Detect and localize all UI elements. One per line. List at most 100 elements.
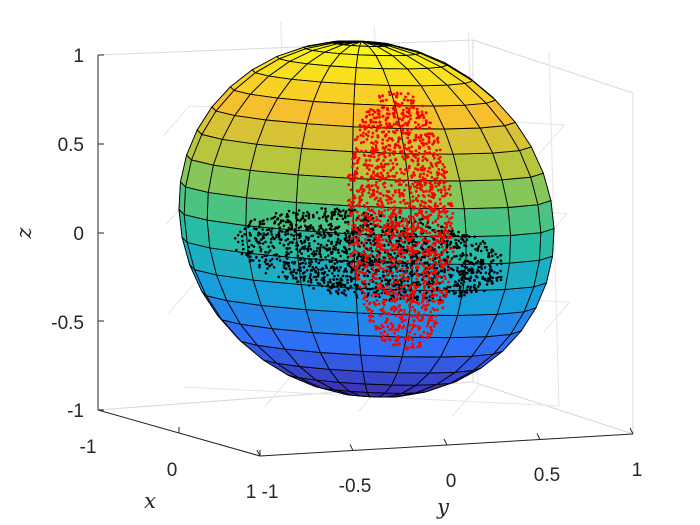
- red-point: [422, 190, 426, 194]
- red-point: [388, 122, 391, 126]
- red-point: [400, 247, 403, 251]
- red-point: [427, 145, 431, 149]
- black-point: [334, 243, 338, 246]
- red-point: [429, 171, 433, 175]
- black-point: [303, 259, 306, 262]
- black-point: [301, 256, 305, 260]
- red-point: [367, 168, 371, 172]
- red-point: [377, 210, 381, 213]
- red-point: [374, 327, 378, 331]
- red-point: [417, 311, 421, 314]
- red-point: [419, 114, 423, 118]
- black-point: [312, 254, 316, 258]
- red-point: [388, 153, 392, 157]
- black-point: [268, 264, 271, 268]
- red-point: [410, 145, 414, 149]
- red-point: [369, 195, 372, 199]
- red-point: [421, 104, 424, 108]
- black-point: [456, 234, 460, 238]
- red-point: [366, 235, 370, 239]
- black-point: [494, 252, 497, 256]
- red-point: [390, 124, 394, 128]
- black-point: [235, 248, 238, 252]
- red-point: [412, 99, 415, 103]
- black-point: [322, 228, 325, 232]
- red-point: [445, 209, 449, 213]
- red-point: [386, 333, 389, 337]
- red-point: [406, 232, 410, 235]
- red-point: [435, 149, 438, 152]
- red-point: [376, 124, 380, 128]
- black-point: [333, 285, 336, 289]
- red-point: [384, 320, 387, 324]
- black-point: [308, 276, 312, 280]
- red-point: [389, 206, 393, 210]
- black-point: [272, 266, 276, 269]
- red-point: [445, 192, 449, 195]
- y-tick-label: 1: [632, 460, 643, 481]
- black-point: [476, 260, 480, 263]
- red-point: [435, 321, 439, 325]
- black-point: [383, 244, 386, 248]
- red-point: [381, 248, 385, 252]
- black-point: [449, 232, 452, 236]
- red-point: [401, 192, 405, 196]
- red-point: [406, 245, 409, 248]
- black-point: [314, 252, 318, 256]
- black-point: [324, 264, 328, 268]
- black-point: [491, 276, 495, 280]
- black-point: [332, 247, 335, 251]
- red-point: [400, 267, 404, 271]
- black-point: [445, 244, 449, 248]
- red-point: [424, 177, 427, 181]
- black-point: [248, 239, 251, 242]
- red-point: [398, 117, 402, 121]
- black-point: [381, 230, 385, 234]
- red-point: [376, 186, 380, 190]
- red-point: [406, 201, 409, 205]
- black-point: [282, 244, 286, 247]
- black-point: [474, 248, 477, 251]
- red-point: [374, 235, 378, 239]
- black-point-cloud: [233, 207, 503, 302]
- red-point: [356, 159, 360, 162]
- black-point: [477, 265, 481, 269]
- red-point: [449, 259, 453, 263]
- red-point: [372, 120, 376, 124]
- sphere-facet: [504, 259, 540, 291]
- red-point: [361, 193, 364, 197]
- black-point: [445, 250, 449, 254]
- red-point: [441, 299, 444, 302]
- red-point: [438, 181, 442, 185]
- red-point: [377, 267, 381, 271]
- red-point: [437, 211, 441, 215]
- black-point: [233, 237, 237, 240]
- black-point: [460, 255, 463, 258]
- black-point: [336, 240, 340, 243]
- black-point: [335, 281, 339, 285]
- red-point: [419, 235, 423, 238]
- red-point: [426, 289, 430, 293]
- red-point: [416, 153, 420, 157]
- red-point: [450, 221, 453, 225]
- black-point: [463, 273, 467, 277]
- black-point: [470, 243, 474, 247]
- red-point: [398, 315, 402, 319]
- red-point: [422, 172, 426, 176]
- black-point: [461, 272, 464, 276]
- black-point: [335, 207, 339, 211]
- black-point: [454, 238, 458, 242]
- black-point: [312, 215, 315, 219]
- red-point: [354, 155, 357, 159]
- black-point: [344, 216, 347, 219]
- red-point: [440, 188, 443, 192]
- black-point: [264, 250, 267, 254]
- black-point: [466, 285, 470, 288]
- red-point: [390, 323, 394, 326]
- black-point: [385, 278, 389, 282]
- red-point: [404, 121, 407, 125]
- grid-line: [163, 105, 190, 137]
- red-point: [430, 175, 434, 179]
- red-point: [396, 278, 400, 282]
- red-point: [411, 182, 415, 186]
